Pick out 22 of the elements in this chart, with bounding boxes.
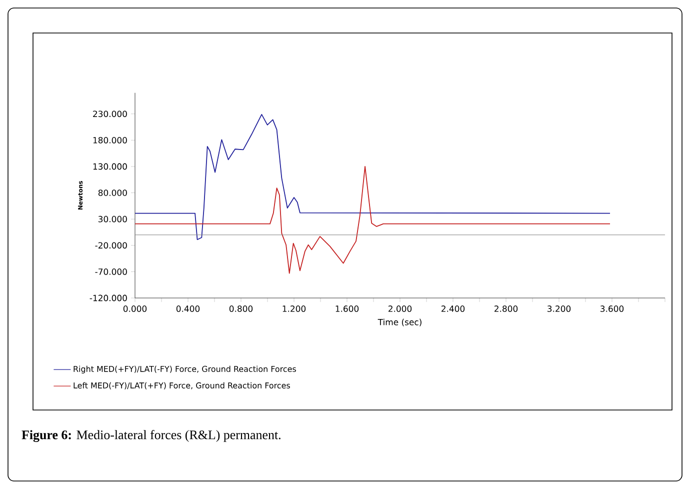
x-axis-title: Time (sec) [378,318,422,326]
text: Figure 6: Medio-lateral forces (R&L) permanent. [22,430,280,442]
y-tick-label: 30.000 [98,216,127,222]
x-tick-label: 2.800 [494,306,518,312]
y-tick-label: -120.000 [90,294,127,302]
x-tick-label: 2.000 [388,306,412,312]
y-tick-label: 80.000 [98,190,127,196]
y-tick-label: 180.000 [93,136,127,144]
x-tick-label: 1.600 [336,306,359,312]
x-tick-label: 3.600 [600,306,624,312]
y-tick-label: -20.000 [95,242,127,249]
x-tick-label: 0.400 [176,306,200,312]
line-series [134,166,610,274]
y-tick-label: 230.000 [93,110,127,118]
x-tick-label: 0.800 [229,306,253,312]
line-series [134,114,610,240]
y-tick-label: -70.000 [95,268,127,275]
y-tick-label: 130.000 [93,163,127,170]
x-tick-label: 3.200 [548,306,571,312]
x-tick-label: 2.400 [442,306,465,312]
x-tick-label: 1.200 [282,306,306,312]
x-tick-label: 0.000 [123,306,147,312]
